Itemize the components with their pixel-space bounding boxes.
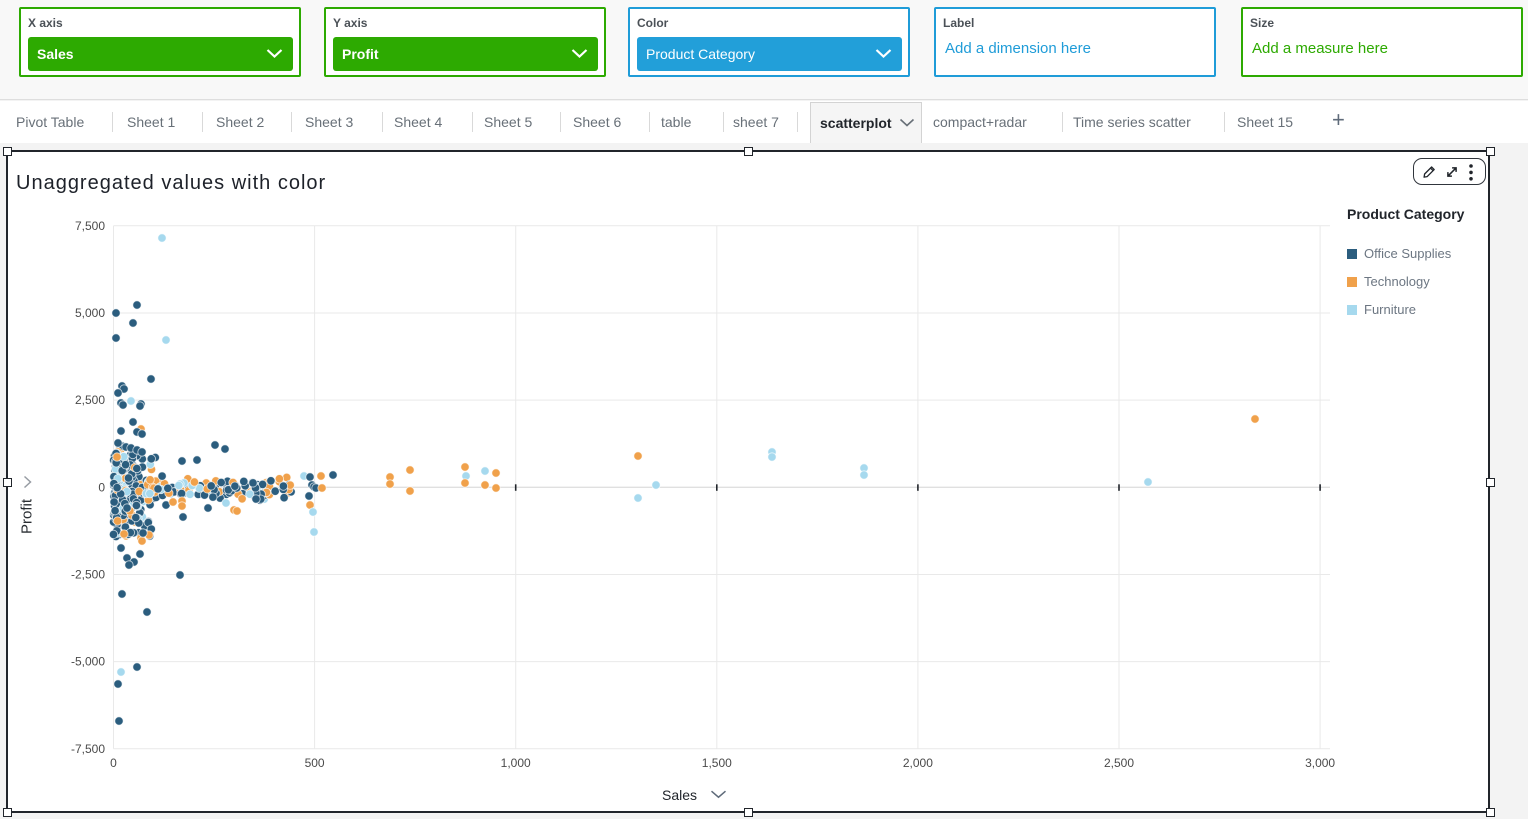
svg-text:1,500: 1,500: [702, 756, 732, 770]
svg-text:5,000: 5,000: [75, 306, 105, 320]
svg-text:0: 0: [110, 756, 117, 770]
svg-text:0: 0: [98, 480, 105, 494]
svg-text:2,000: 2,000: [903, 756, 933, 770]
svg-text:500: 500: [305, 756, 325, 770]
svg-text:2,500: 2,500: [1104, 756, 1134, 770]
svg-text:-7,500: -7,500: [71, 742, 105, 756]
svg-text:2,500: 2,500: [75, 393, 105, 407]
svg-text:3,000: 3,000: [1305, 756, 1335, 770]
svg-text:-5,000: -5,000: [71, 655, 105, 669]
svg-text:7,500: 7,500: [75, 219, 105, 233]
svg-text:1,000: 1,000: [501, 756, 531, 770]
svg-text:-2,500: -2,500: [71, 568, 105, 582]
